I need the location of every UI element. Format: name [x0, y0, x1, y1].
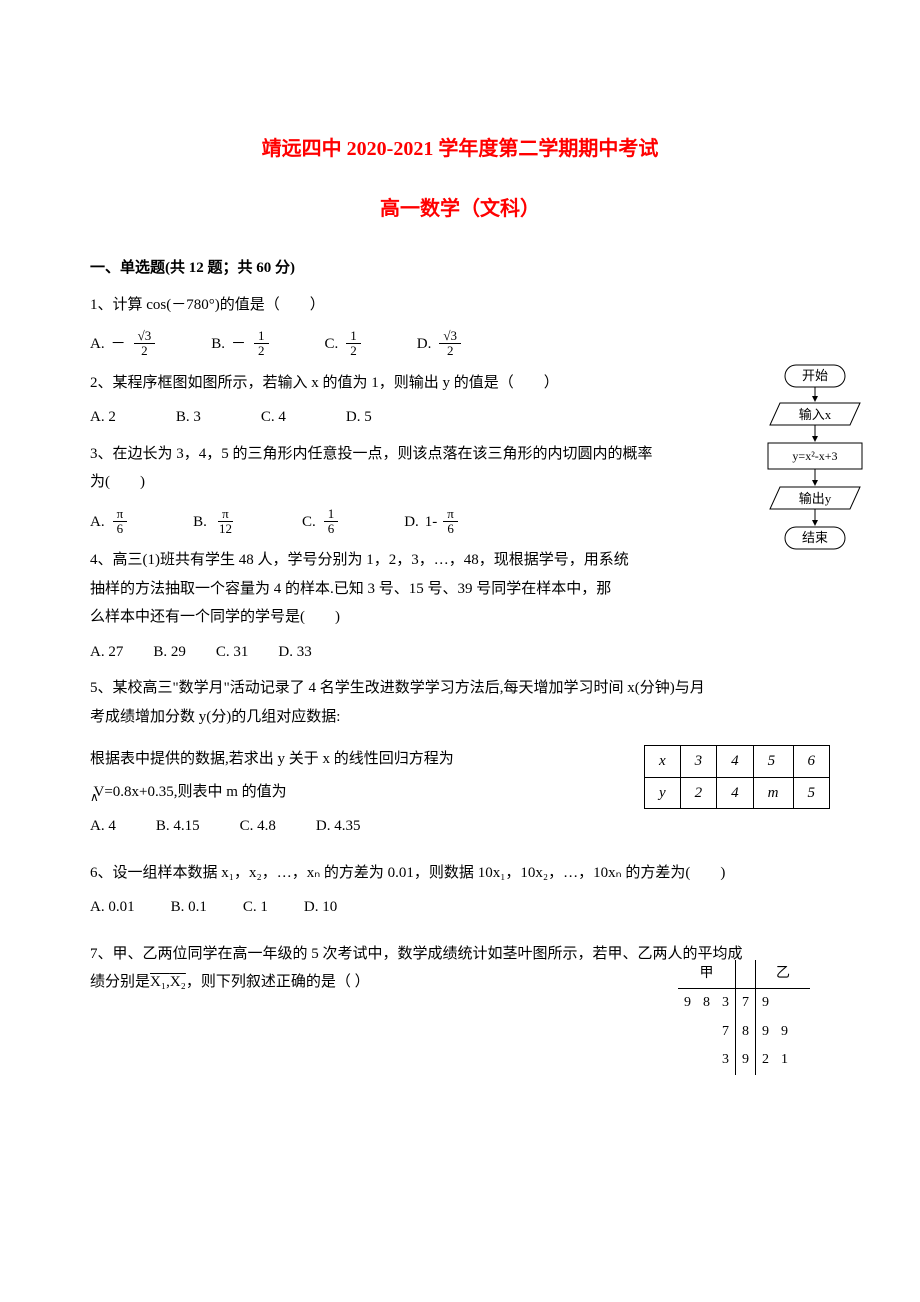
minus-sign: － — [231, 330, 246, 359]
question-2: 2、某程序框图如图所示，若输入 x 的值为 1，则输出 y 的值是（ ） A. … — [90, 369, 830, 432]
fraction: √32 — [439, 329, 461, 359]
question-7: 7、甲、乙两位同学在高一年级的 5 次考试中，数学成绩统计如茎叶图所示，若甲、乙… — [90, 940, 830, 997]
q3-option-a: A. π6 — [90, 507, 129, 537]
opt-label: A. — [90, 330, 105, 359]
q6-option-b: B. 0.1 — [171, 893, 207, 922]
q6-option-a: A. 0.01 — [90, 893, 135, 922]
q5-stem-2: 考成绩增加分数 y(分)的几组对应数据: — [90, 703, 830, 732]
q4-stem-2: 抽样的方法抽取一个容量为 4 的样本.已知 3 号、15 号、39 号同学在样本… — [90, 575, 660, 604]
stemleaf-row: 7 8 9 9 — [678, 1018, 810, 1047]
q5-options: A. 4 B. 4.15 C. 4.8 D. 4.35 — [90, 812, 830, 841]
q3-options: A. π6 B. π12 C. 16 D. 1- π6 — [90, 507, 830, 537]
q1-stem: 1、计算 cos(－780°)的值是（ ） — [90, 291, 830, 320]
opt-label: C. — [325, 330, 339, 359]
fraction: π6 — [113, 507, 128, 537]
q1-option-d: D. √32 — [417, 329, 463, 359]
q5-data-table: x 3 4 5 6 y 2 4 m 5 — [644, 745, 830, 809]
fraction: √32 — [134, 329, 156, 359]
q2-option-c: C. 4 — [261, 403, 286, 432]
q3-option-d: D. 1- π6 — [404, 507, 460, 537]
fraction: 12 — [254, 329, 269, 359]
fraction: π6 — [443, 507, 458, 537]
question-4: 4、高三(1)班共有学生 48 人，学号分别为 1，2，3，…，48，现根据学号… — [90, 546, 830, 666]
question-5: 5、某校高三"数学月"活动记录了 4 名学生改进数学学习方法后,每天增加学习时间… — [90, 674, 830, 841]
q4-option-c: C. 31 — [216, 638, 249, 667]
q2-stem: 2、某程序框图如图所示，若输入 x 的值为 1，则输出 y 的值是（ ） — [90, 369, 660, 398]
q1-options: A. － √32 B. － 12 C. 12 D. √32 — [90, 329, 830, 359]
q3-stem: 3、在边长为 3，4，5 的三角形内任意投一点，则该点落在该三角形的内切圆内的概… — [90, 440, 660, 497]
q6-option-d: D. 10 — [304, 893, 337, 922]
q4-option-b: B. 29 — [153, 638, 186, 667]
q6-options: A. 0.01 B. 0.1 C. 1 D. 10 — [90, 893, 830, 922]
stemleaf-row: 9 8 3 7 9 — [678, 989, 810, 1018]
stem-leaf-plot: 甲 乙 9 8 3 7 9 7 8 9 9 — [678, 960, 810, 1075]
q6-option-c: C. 1 — [243, 893, 268, 922]
q2-option-d: D. 5 — [346, 403, 372, 432]
q1-option-b: B. － 12 — [211, 329, 270, 359]
q3-option-b: B. π12 — [193, 507, 238, 537]
q2-option-a: A. 2 — [90, 403, 116, 432]
q2-options: A. 2 B. 3 C. 4 D. 5 — [90, 403, 660, 432]
opt-label: D. — [417, 330, 432, 359]
table-row: y 2 4 m 5 — [644, 777, 829, 809]
fraction: 12 — [346, 329, 361, 359]
fraction: 16 — [324, 507, 339, 537]
question-1: 1、计算 cos(－780°)的值是（ ） A. － √32 B. － 12 C… — [90, 291, 830, 359]
q1-option-c: C. 12 — [325, 329, 363, 359]
section-heading: 一、单选题(共 12 题；共 60 分) — [90, 254, 830, 283]
q5-stem-3: 根据表中提供的数据,若求出 y 关于 x 的线性回归方程为 — [90, 745, 510, 774]
q4-stem-1: 4、高三(1)班共有学生 48 人，学号分别为 1，2，3，…，48，现根据学号… — [90, 546, 660, 575]
q2-option-b: B. 3 — [176, 403, 201, 432]
q4-option-a: A. 27 — [90, 638, 123, 667]
q5-option-a: A. 4 — [90, 812, 116, 841]
q6-stem: 6、设一组样本数据 x₁，x₂，…，xₙ 的方差为 0.01，则数据 10x₁，… — [90, 859, 830, 888]
question-3: 3、在边长为 3，4，5 的三角形内任意投一点，则该点落在该三角形的内切圆内的概… — [90, 440, 830, 537]
q5-option-d: D. 4.35 — [316, 812, 361, 841]
exam-subtitle: 高一数学（文科） — [90, 190, 830, 228]
exam-title: 靖远四中 2020-2021 学年度第二学期期中考试 — [90, 130, 830, 168]
q3-option-c: C. 16 — [302, 507, 340, 537]
q5-option-b: B. 4.15 — [156, 812, 200, 841]
stemleaf-header: 甲 乙 — [678, 960, 810, 989]
q4-options: A. 27 B. 29 C. 31 D. 33 — [90, 638, 830, 667]
minus-sign: － — [111, 330, 126, 359]
stemleaf-row: 3 9 2 1 — [678, 1046, 810, 1075]
fraction: π12 — [215, 507, 236, 537]
q4-stem-3: 么样本中还有一个同学的学号是( ) — [90, 603, 830, 632]
svg-text:输入x: 输入x — [799, 407, 832, 422]
q5-option-c: C. 4.8 — [240, 812, 276, 841]
question-6: 6、设一组样本数据 x₁，x₂，…，xₙ 的方差为 0.01，则数据 10x₁，… — [90, 859, 830, 922]
q1-option-a: A. － √32 — [90, 329, 157, 359]
table-row: x 3 4 5 6 — [644, 746, 829, 778]
opt-label: B. — [211, 330, 225, 359]
q5-stem-1: 5、某校高三"数学月"活动记录了 4 名学生改进数学学习方法后,每天增加学习时间… — [90, 674, 830, 703]
flow-start: 开始 — [802, 368, 828, 383]
q4-option-d: D. 33 — [278, 638, 311, 667]
